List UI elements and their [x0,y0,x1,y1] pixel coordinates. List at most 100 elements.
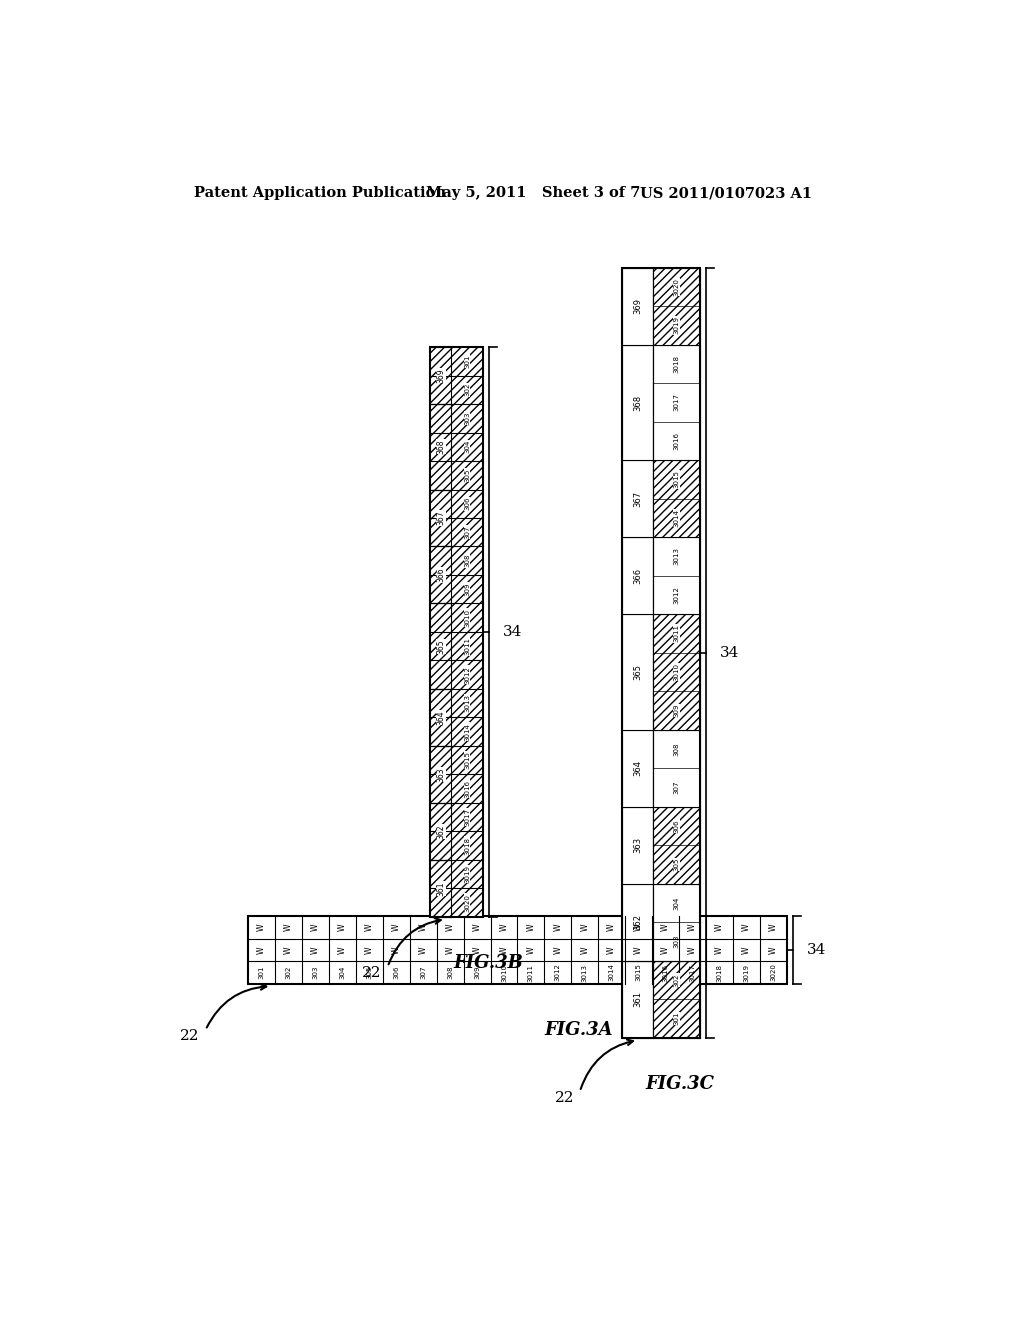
Text: 309: 309 [464,582,470,595]
Text: 307: 307 [420,966,426,979]
Text: 365: 365 [634,664,642,680]
Text: W: W [769,924,778,931]
Text: W: W [472,924,481,931]
Text: 34: 34 [807,942,826,957]
Text: 3017: 3017 [464,808,470,826]
Text: W: W [257,946,266,954]
Text: Patent Application Publication: Patent Application Publication [194,186,445,201]
Text: 3015: 3015 [464,751,470,770]
Text: FIG.3C: FIG.3C [646,1074,715,1093]
Text: 3012: 3012 [464,665,470,684]
Text: 3012: 3012 [674,586,680,605]
Text: 308: 308 [464,554,470,568]
Text: 22: 22 [362,966,382,979]
Bar [653,961,700,1038]
Bar [623,884,653,961]
Text: 3018: 3018 [717,964,722,982]
Text: 363: 363 [436,767,445,781]
Text: 3012: 3012 [555,964,561,982]
Text: 3013: 3013 [674,548,680,565]
Text: 301: 301 [259,966,264,979]
Text: W: W [526,924,536,931]
Text: 3016: 3016 [663,964,669,982]
Bar [653,614,700,730]
Bar [248,916,786,983]
Text: 304: 304 [674,896,680,909]
Text: 3016: 3016 [674,432,680,450]
Text: W: W [392,924,400,931]
Text: 307: 307 [464,525,470,539]
Bar [623,807,653,884]
Text: 305: 305 [367,966,373,979]
Text: 22: 22 [555,1090,574,1105]
Bar [623,461,653,537]
Bar [623,961,653,1038]
Text: 3019: 3019 [674,317,680,334]
Text: W: W [500,924,509,931]
Text: W: W [338,924,347,931]
Text: 367: 367 [436,511,445,525]
Text: 303: 303 [312,966,318,979]
Text: W: W [634,924,643,931]
Bar [653,730,700,807]
Text: 3017: 3017 [689,964,695,982]
Text: W: W [392,946,400,954]
Text: 303: 303 [464,412,470,425]
Text: W: W [419,924,428,931]
Bar [653,537,700,614]
Text: 308: 308 [674,742,680,756]
Text: W: W [365,924,374,931]
Text: 34: 34 [503,624,522,639]
Text: 309: 309 [474,966,480,979]
Text: 361: 361 [634,991,642,1007]
Text: W: W [419,946,428,954]
Text: W: W [662,946,670,954]
Text: W: W [769,946,778,954]
Text: FIG.3A: FIG.3A [545,1022,613,1039]
Text: 3014: 3014 [674,510,680,527]
Text: 3010: 3010 [501,964,507,982]
Text: 302: 302 [674,973,680,986]
Bar [623,345,653,461]
Text: W: W [445,924,455,931]
Bar [653,461,700,537]
Bar [653,884,700,961]
Text: W: W [500,946,509,954]
Text: 3013: 3013 [464,694,470,713]
Bar [653,807,700,884]
Text: W: W [257,924,266,931]
Text: 3015: 3015 [674,470,680,488]
Text: W: W [741,946,751,954]
Text: W: W [581,924,589,931]
Text: 301: 301 [464,355,470,368]
Text: W: W [311,924,319,931]
Text: 304: 304 [339,966,345,979]
Text: 3020: 3020 [770,964,776,982]
Text: 368: 368 [436,440,445,454]
Text: 309: 309 [674,704,680,717]
Text: 302: 302 [286,966,292,979]
Text: 301: 301 [674,1011,680,1026]
Text: 3019: 3019 [743,964,750,982]
Text: 362: 362 [634,915,642,931]
Text: W: W [741,924,751,931]
Text: 366: 366 [436,568,445,582]
Bar [623,730,653,807]
Text: 365: 365 [436,639,445,653]
Bar [653,345,700,461]
Bar [623,268,700,1038]
Text: 302: 302 [464,383,470,396]
Text: W: W [688,946,697,954]
Text: W: W [284,946,293,954]
Text: 366: 366 [634,568,642,583]
Text: W: W [284,924,293,931]
Text: 3018: 3018 [464,837,470,854]
Text: W: W [553,946,562,954]
Text: W: W [338,946,347,954]
Text: 34: 34 [720,645,739,660]
Text: 303: 303 [674,935,680,948]
Text: May 5, 2011   Sheet 3 of 7: May 5, 2011 Sheet 3 of 7 [426,186,641,201]
Text: 364: 364 [436,710,445,725]
Text: W: W [553,924,562,931]
Text: W: W [472,946,481,954]
